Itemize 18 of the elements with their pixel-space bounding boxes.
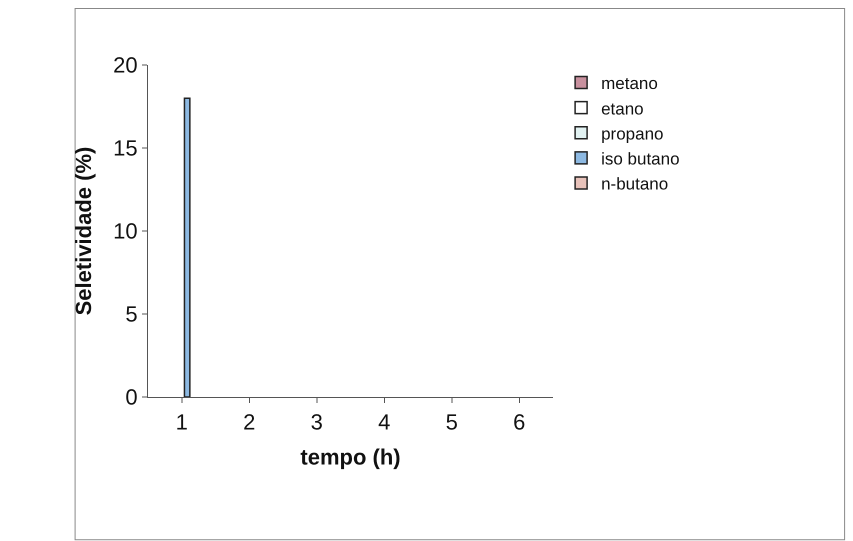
legend-label: propano [601, 124, 664, 144]
x-tick-label: 3 [310, 409, 323, 434]
legend-label: metano [601, 74, 658, 94]
y-tick-label: 20 [113, 52, 138, 78]
x-tick-label: 6 [513, 409, 526, 434]
x-tick-label: 1 [176, 409, 188, 434]
x-tick-label: 4 [378, 409, 390, 434]
legend-label: iso butano [601, 149, 680, 168]
y-tick-label: 0 [125, 384, 138, 410]
x-tick-label: 2 [243, 409, 256, 434]
y-axis-title: Seletividade (%) [70, 146, 96, 316]
legend-label: n-butano [601, 174, 668, 194]
y-tick-label: 10 [113, 218, 138, 244]
x-tick-label: 5 [446, 409, 458, 434]
y-tick-label: 5 [125, 302, 138, 327]
y-tick-label: 15 [113, 136, 138, 161]
legend-label: etano [601, 99, 644, 118]
x-axis-title: tempo (h) [300, 444, 401, 470]
